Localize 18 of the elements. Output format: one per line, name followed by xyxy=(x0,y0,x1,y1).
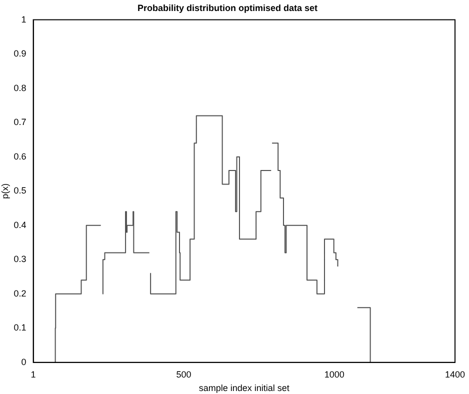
y-tick-label: 0.3 xyxy=(14,254,26,264)
x-tick-label: 500 xyxy=(176,369,192,380)
chart-title: Probability distribution optimised data set xyxy=(137,2,318,13)
x-tick-label: 1000 xyxy=(324,369,344,380)
y-axis-title: p(x) xyxy=(0,183,10,199)
y-tick-label: 0.1 xyxy=(14,322,26,333)
y-tick-label: 0.9 xyxy=(14,48,26,59)
y-tick-label: 0 xyxy=(21,356,26,367)
x-tick-label: 1 xyxy=(30,369,36,380)
y-tick-label: 0.7 xyxy=(14,117,26,128)
x-tick-label: 1400 xyxy=(444,369,466,380)
x-axis-title: sample index initial set xyxy=(198,383,290,394)
y-tick-label: 0.8 xyxy=(14,82,26,93)
y-tick-label: 1 xyxy=(21,14,26,24)
y-tick-label: 0.6 xyxy=(14,151,26,162)
y-tick-label: 0.2 xyxy=(14,288,26,298)
y-tick-label: 0.4 xyxy=(14,220,26,230)
y-tick-label: 0.5 xyxy=(14,186,26,196)
